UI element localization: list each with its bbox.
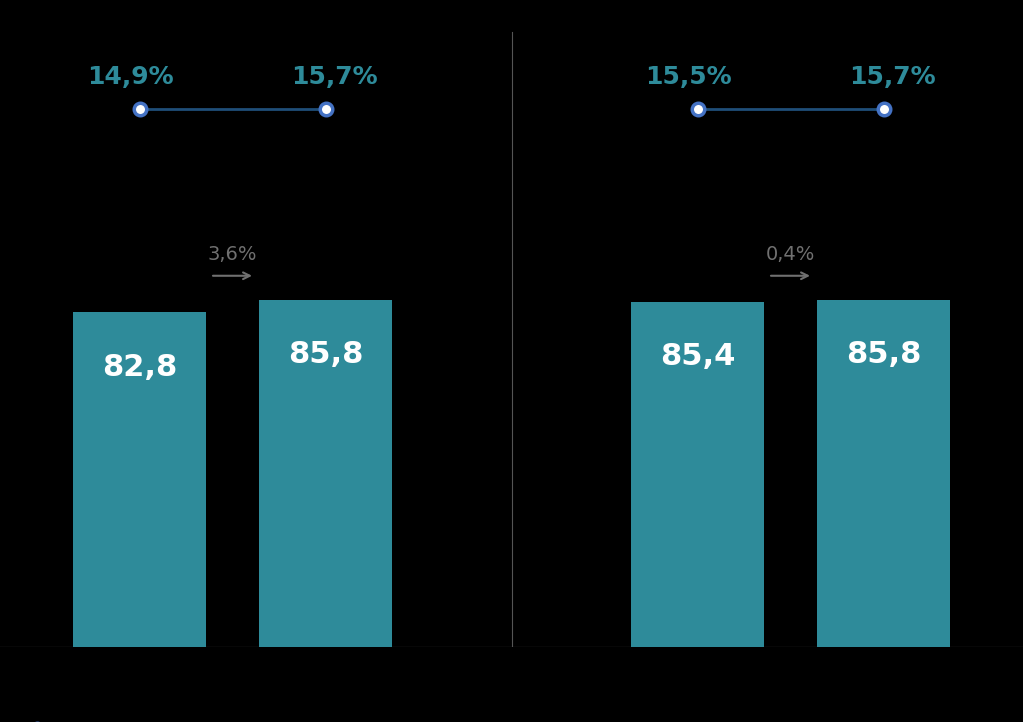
Text: 15,5%: 15,5% <box>644 65 731 89</box>
Bar <box>259 300 393 647</box>
Text: 85,8: 85,8 <box>287 341 363 370</box>
Text: 15,7%: 15,7% <box>292 65 379 89</box>
Text: 82,8: 82,8 <box>102 352 177 382</box>
Bar <box>73 312 207 647</box>
Bar <box>630 302 764 647</box>
Text: 3,6%: 3,6% <box>208 245 257 264</box>
Bar <box>816 300 950 647</box>
Text: 85,8: 85,8 <box>846 341 921 370</box>
Text: 14,9%: 14,9% <box>87 65 174 89</box>
Text: 85,4: 85,4 <box>660 342 736 371</box>
Text: 15,7%: 15,7% <box>849 65 936 89</box>
Text: 0,4%: 0,4% <box>766 245 815 264</box>
